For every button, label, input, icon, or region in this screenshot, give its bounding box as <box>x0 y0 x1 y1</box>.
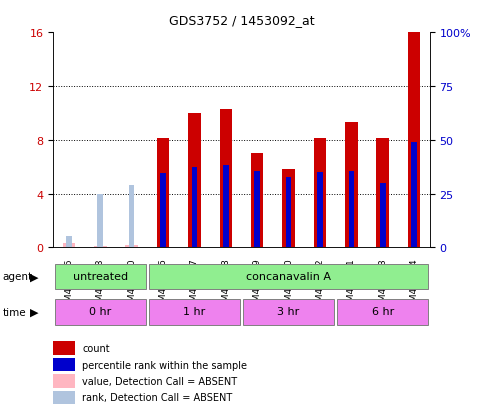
Bar <box>126 245 138 248</box>
Bar <box>129 186 134 248</box>
Bar <box>345 123 358 248</box>
Bar <box>380 183 385 248</box>
Bar <box>286 178 291 248</box>
Bar <box>251 154 264 248</box>
Bar <box>53 391 75 404</box>
Bar <box>53 342 75 355</box>
Bar <box>160 174 166 248</box>
Text: percentile rank within the sample: percentile rank within the sample <box>82 360 247 370</box>
Bar <box>188 114 201 248</box>
Text: untreated: untreated <box>72 272 128 282</box>
Bar <box>255 171 260 248</box>
Bar <box>53 374 75 388</box>
Bar <box>337 299 428 325</box>
Text: ▶: ▶ <box>30 307 39 317</box>
Text: concanavalin A: concanavalin A <box>246 272 331 282</box>
Text: rank, Detection Call = ABSENT: rank, Detection Call = ABSENT <box>82 392 232 402</box>
Text: 3 hr: 3 hr <box>277 307 300 317</box>
Text: 1 hr: 1 hr <box>183 307 206 317</box>
Bar <box>377 139 389 248</box>
Bar <box>314 139 327 248</box>
Bar <box>223 166 228 248</box>
Bar <box>156 139 169 248</box>
Bar <box>243 299 334 325</box>
Text: 6 hr: 6 hr <box>371 307 394 317</box>
Bar <box>220 109 232 248</box>
Bar <box>412 143 417 248</box>
Bar <box>349 171 354 248</box>
Bar <box>55 264 146 290</box>
Text: ▶: ▶ <box>30 272 39 282</box>
Bar <box>94 247 107 248</box>
Text: 0 hr: 0 hr <box>89 307 112 317</box>
Text: time: time <box>2 307 26 317</box>
Text: value, Detection Call = ABSENT: value, Detection Call = ABSENT <box>82 376 237 386</box>
Bar <box>408 33 420 248</box>
Bar <box>63 244 75 248</box>
Bar <box>282 170 295 248</box>
Bar <box>149 264 428 290</box>
Bar <box>66 236 71 248</box>
Bar <box>98 195 103 248</box>
Bar <box>53 358 75 371</box>
Bar <box>149 299 240 325</box>
Bar <box>55 299 146 325</box>
Bar <box>192 167 197 248</box>
Bar <box>317 173 323 248</box>
Text: GDS3752 / 1453092_at: GDS3752 / 1453092_at <box>169 14 314 27</box>
Text: agent: agent <box>2 272 32 282</box>
Text: count: count <box>82 343 110 353</box>
